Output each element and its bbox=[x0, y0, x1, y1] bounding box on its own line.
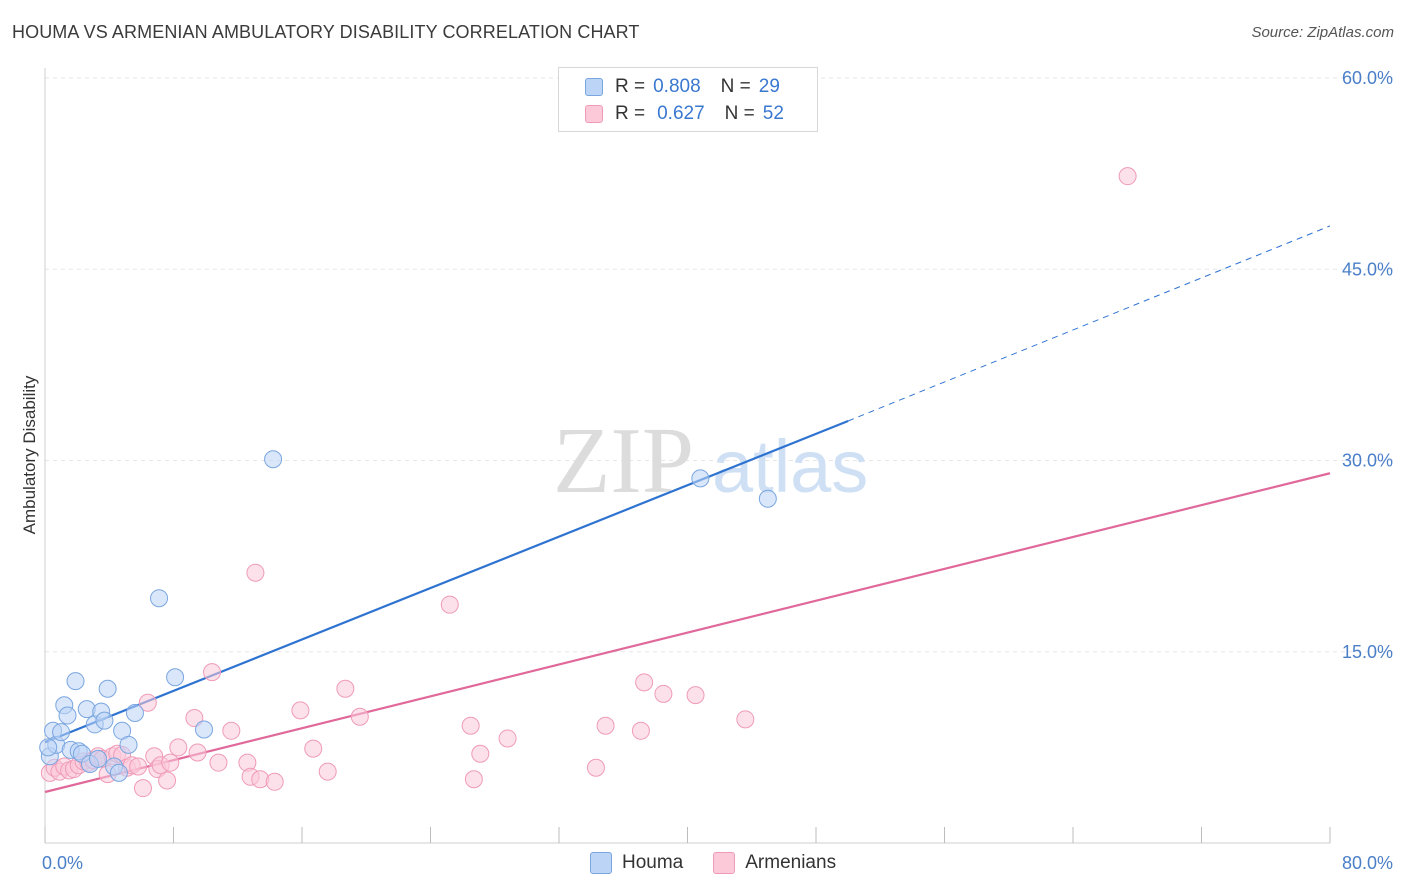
armenians-trend-line bbox=[44, 472, 1331, 794]
armenians-swatch bbox=[585, 105, 603, 123]
armenians-point bbox=[304, 739, 323, 758]
chart-title: HOUMA VS ARMENIAN AMBULATORY DISABILITY … bbox=[12, 22, 640, 42]
armenians-point bbox=[158, 771, 177, 790]
x-tick-label-min: 0.0% bbox=[42, 853, 83, 873]
armenians-swatch bbox=[713, 852, 736, 874]
armenians-point bbox=[161, 753, 180, 772]
n-label: N = bbox=[720, 76, 751, 97]
r-value: 0.627 bbox=[657, 103, 705, 124]
armenians-point bbox=[129, 757, 148, 776]
houma-point bbox=[52, 723, 71, 742]
houma-point bbox=[264, 450, 283, 469]
houma-point bbox=[119, 735, 138, 754]
houma-trend-line bbox=[44, 419, 849, 744]
x-tick-label-max: 80.0% bbox=[1342, 853, 1393, 873]
grid-lines bbox=[45, 77, 1395, 653]
legend-item-armenians: Armenians bbox=[713, 852, 836, 874]
y-tick-label: 60.0% bbox=[1342, 68, 1393, 88]
armenians-point bbox=[440, 595, 459, 614]
armenians-point bbox=[188, 743, 207, 762]
armenians-point bbox=[350, 707, 369, 726]
armenians-point bbox=[654, 684, 673, 703]
legend-label-armenians: Armenians bbox=[745, 852, 837, 873]
houma-point bbox=[66, 672, 85, 691]
trend-lines bbox=[44, 225, 1331, 794]
armenians-point bbox=[291, 701, 310, 720]
armenians-point bbox=[318, 762, 337, 781]
houma-point bbox=[58, 706, 77, 725]
houma-point bbox=[691, 469, 710, 488]
houma-swatch bbox=[590, 852, 612, 874]
houma-point bbox=[109, 763, 128, 782]
houma-point bbox=[758, 489, 777, 508]
armenians-point bbox=[138, 693, 157, 712]
watermark-zip: ZIP bbox=[553, 409, 694, 513]
armenians-point bbox=[203, 663, 222, 682]
series-legend: Houma Armenians bbox=[590, 852, 866, 874]
r-label: R = bbox=[615, 76, 646, 97]
n-value: 52 bbox=[762, 103, 784, 124]
armenians-point bbox=[222, 721, 241, 740]
armenians-point bbox=[1118, 167, 1137, 186]
legend-item-houma: Houma bbox=[590, 852, 683, 874]
armenians-point bbox=[265, 772, 284, 791]
legend-row-houma: R = 0.808 N = 29 bbox=[585, 75, 780, 99]
armenians-point bbox=[498, 729, 517, 748]
houma-point bbox=[39, 738, 58, 757]
houma-point bbox=[98, 679, 117, 698]
armenians-point bbox=[209, 753, 228, 772]
n-value: 29 bbox=[758, 76, 780, 97]
y-tick-label: 30.0% bbox=[1342, 451, 1393, 471]
legend-label-houma: Houma bbox=[622, 852, 684, 873]
data-points bbox=[39, 167, 1137, 798]
armenians-point bbox=[471, 744, 490, 763]
armenians-point bbox=[169, 738, 188, 757]
houma-point bbox=[195, 720, 214, 739]
houma-point bbox=[166, 668, 185, 687]
houma-point bbox=[89, 749, 108, 768]
armenians-point bbox=[586, 758, 605, 777]
watermark-atlas: atlas bbox=[712, 425, 868, 508]
armenians-point bbox=[461, 716, 480, 735]
armenians-point bbox=[185, 709, 204, 728]
stats-legend: R = 0.808 N = 29 R = 0.627 N = 52 bbox=[558, 67, 818, 132]
axes bbox=[44, 68, 1331, 844]
houma-swatch bbox=[585, 78, 603, 96]
armenians-point bbox=[686, 686, 705, 705]
armenians-point bbox=[464, 770, 483, 789]
houma-trend-extension bbox=[847, 225, 1331, 422]
source-label: Source: ZipAtlas.com bbox=[1251, 24, 1394, 41]
armenians-point bbox=[631, 721, 650, 740]
axis-labels: 15.0% 30.0% 45.0% 60.0% 0.0% 80.0% bbox=[42, 68, 1393, 873]
houma-point bbox=[125, 703, 144, 722]
r-label: R = bbox=[615, 103, 646, 124]
armenians-point bbox=[736, 710, 755, 729]
y-tick-label: 15.0% bbox=[1342, 642, 1393, 662]
y-tick-label: 45.0% bbox=[1342, 259, 1393, 279]
armenians-point bbox=[246, 563, 265, 582]
y-axis-title: Ambulatory Disability bbox=[20, 375, 39, 534]
legend-row-armenians: R = 0.627 N = 52 bbox=[585, 102, 784, 126]
armenians-point bbox=[596, 716, 615, 735]
armenians-point bbox=[133, 779, 152, 798]
armenians-point bbox=[336, 679, 355, 698]
r-value: 0.808 bbox=[653, 76, 701, 97]
houma-point bbox=[95, 711, 114, 730]
n-label: N = bbox=[724, 103, 755, 124]
armenians-point bbox=[635, 673, 654, 692]
houma-point bbox=[150, 589, 169, 608]
